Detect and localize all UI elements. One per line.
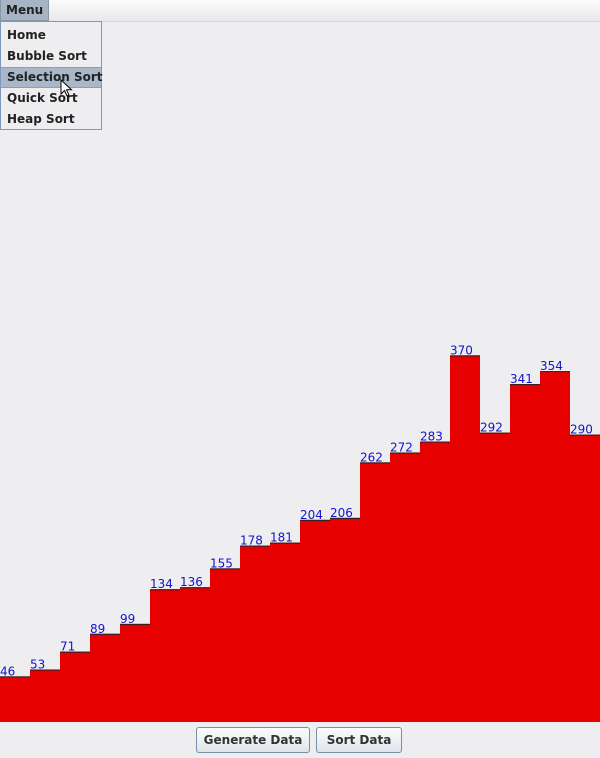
menu-item-home[interactable]: Home	[7, 28, 46, 42]
bar-value-label: 136	[180, 575, 203, 589]
bar-value-label: 181	[270, 531, 293, 545]
generate-data-button[interactable]: Generate Data	[196, 727, 310, 753]
bar-value-label: 53	[30, 657, 45, 671]
bar	[480, 432, 510, 722]
bar	[90, 633, 120, 722]
bar	[120, 623, 150, 722]
bar	[330, 517, 360, 722]
menu-button[interactable]: Menu	[0, 0, 50, 21]
bar-value-label: 178	[240, 534, 263, 548]
bar	[570, 434, 600, 722]
bar	[420, 441, 450, 722]
bar	[450, 355, 480, 722]
bar	[30, 669, 60, 722]
bar-chart: 46 53 71 89 99 134 136 155 178 181 204 206 262 272 283…	[0, 343, 600, 722]
bar-value-label: 46	[0, 664, 15, 678]
bar	[270, 542, 300, 722]
bar-value-label: 272	[390, 440, 413, 454]
bar-value-label: 292	[480, 421, 503, 435]
bar	[510, 384, 540, 722]
button-bar: Generate Data Sort Data	[0, 722, 600, 758]
bar-value-label: 206	[330, 506, 353, 520]
bar-value-label: 71	[60, 640, 75, 654]
bar-value-label: 262	[360, 450, 383, 464]
bar-value-label: 290	[570, 423, 593, 437]
bar-value-label: 99	[120, 612, 135, 626]
bar	[60, 651, 90, 722]
bar-value-label: 89	[90, 622, 105, 636]
bar-value-label: 370	[450, 343, 473, 357]
bar	[210, 568, 240, 722]
bar	[360, 462, 390, 722]
bar-value-label: 134	[150, 577, 173, 591]
bar-value-label: 283	[420, 430, 443, 444]
menu-item-selection-sort[interactable]: Selection Sort	[1, 67, 103, 88]
menu-popup: Home Bubble Sort Selection Sort Quick So…	[0, 21, 103, 130]
bar-value-label: 341	[510, 372, 533, 386]
bar	[180, 587, 210, 722]
menu-item-heap-sort[interactable]: Heap Sort	[7, 112, 75, 126]
bar	[300, 519, 330, 722]
bar-value-label: 155	[210, 556, 233, 570]
menu-item-bubble-sort[interactable]: Bubble Sort	[7, 49, 87, 63]
bar-value-label: 354	[540, 359, 563, 373]
bar-value-label: 204	[300, 508, 323, 522]
bar	[0, 676, 30, 722]
menu-item-quick-sort[interactable]: Quick Sort	[7, 91, 78, 105]
menu-bar: Menu	[0, 0, 600, 22]
bar	[150, 589, 180, 722]
bar	[540, 371, 570, 722]
bar	[240, 545, 270, 722]
bar	[390, 452, 420, 722]
sort-data-button[interactable]: Sort Data	[316, 727, 402, 753]
mouse-pointer-icon	[60, 79, 73, 97]
